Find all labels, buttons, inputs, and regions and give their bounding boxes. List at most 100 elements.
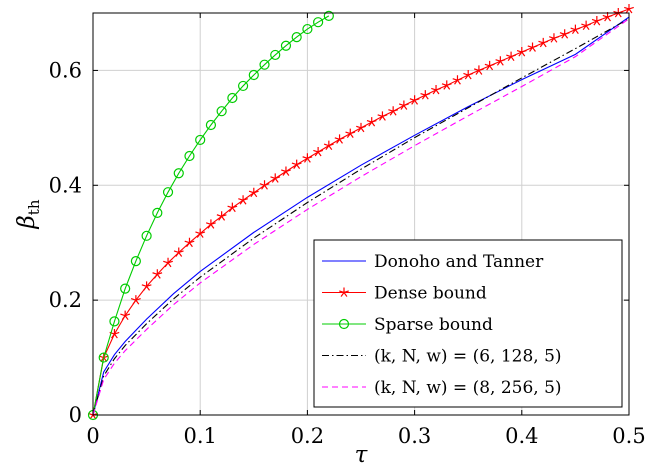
data-point xyxy=(570,24,581,35)
svg-text:βth: βth xyxy=(14,199,43,229)
data-point xyxy=(184,237,195,248)
series-line xyxy=(92,18,630,416)
series-layer xyxy=(87,3,634,421)
data-point xyxy=(366,117,377,127)
data-point xyxy=(581,20,592,31)
x-tick-label: 0 xyxy=(86,424,99,448)
data-point xyxy=(237,80,249,92)
data-point xyxy=(205,219,216,229)
series-4 xyxy=(92,18,630,416)
data-point xyxy=(323,140,334,151)
data-point xyxy=(302,23,313,35)
data-point xyxy=(227,92,238,104)
legend-marker xyxy=(339,287,349,297)
data-point xyxy=(334,134,345,144)
data-point xyxy=(452,75,463,85)
legend-label: (k, N, w) = (6, 128, 5) xyxy=(374,347,562,367)
data-point xyxy=(227,202,238,213)
data-point xyxy=(152,207,163,218)
data-point xyxy=(270,49,281,61)
legend-label: Donoho and Tanner xyxy=(374,252,544,272)
data-point xyxy=(270,173,281,183)
series-line xyxy=(92,16,630,416)
y-axis-title-subscript: th xyxy=(25,199,43,215)
data-point xyxy=(141,281,152,291)
data-point xyxy=(120,310,131,321)
legend-item: Dense bound xyxy=(322,284,487,304)
data-point xyxy=(602,12,613,22)
legend-item: Sparse bound xyxy=(322,315,493,335)
data-point xyxy=(473,65,484,75)
series-3 xyxy=(92,18,630,416)
data-point xyxy=(398,100,409,110)
data-point xyxy=(162,187,174,198)
data-point xyxy=(624,3,634,14)
legend-item: Donoho and Tanner xyxy=(322,252,544,272)
data-point xyxy=(591,16,602,26)
y-tick-label: 0.4 xyxy=(49,173,82,197)
data-point xyxy=(109,329,120,339)
data-point xyxy=(281,166,291,176)
legend: Donoho and Tanner Dense bound Sparse bound… xyxy=(313,239,623,408)
x-axis-title: τ xyxy=(355,442,369,468)
legend-label: Dense bound xyxy=(374,284,487,304)
data-point xyxy=(109,316,120,327)
series-line xyxy=(92,15,330,416)
x-tick-label: 0.2 xyxy=(291,424,324,448)
data-point xyxy=(313,146,324,157)
data-point xyxy=(259,59,270,70)
data-point xyxy=(216,106,227,117)
data-point xyxy=(195,228,206,238)
data-point xyxy=(409,95,420,105)
data-point xyxy=(345,128,356,139)
x-tick-label: 0.3 xyxy=(398,424,431,448)
data-point xyxy=(248,187,259,198)
data-point xyxy=(184,150,195,162)
data-point xyxy=(302,153,313,163)
data-point xyxy=(356,122,366,133)
legend-item: (k, N, w) = (8, 256, 5) xyxy=(322,378,562,398)
data-point xyxy=(463,70,474,80)
y-axis-title-symbol: β xyxy=(14,215,40,229)
data-point xyxy=(141,230,152,241)
tick-labels: 0 0.1 0.2 0.3 0.4 0.5 0 0.2 0.4 0.6 xyxy=(49,58,646,448)
data-point xyxy=(506,51,517,62)
x-tick-label: 0.1 xyxy=(183,424,216,448)
data-point xyxy=(195,134,206,146)
data-point xyxy=(130,295,141,305)
data-point xyxy=(291,159,302,170)
legend-marker xyxy=(338,318,350,330)
data-point xyxy=(323,10,334,21)
data-point xyxy=(313,17,324,28)
data-point xyxy=(259,180,270,190)
data-point xyxy=(173,247,184,257)
tick-marks xyxy=(92,13,630,416)
data-point xyxy=(130,255,141,267)
data-point xyxy=(431,84,441,95)
data-point xyxy=(248,69,259,81)
data-point xyxy=(484,60,495,71)
data-point xyxy=(420,90,431,100)
data-point xyxy=(238,195,249,205)
data-point xyxy=(388,106,399,116)
legend-item: (k, N, w) = (6, 128, 5) xyxy=(322,347,562,367)
legend-label: (k, N, w) = (8, 256, 5) xyxy=(374,378,562,398)
data-point xyxy=(291,32,302,43)
y-tick-label: 0.6 xyxy=(49,58,82,82)
data-point xyxy=(173,168,184,179)
y-axis-title: βth xyxy=(14,199,43,229)
data-point xyxy=(280,40,292,51)
y-tick-label: 0 xyxy=(69,403,82,427)
series-0 xyxy=(92,16,630,416)
data-point xyxy=(538,37,549,48)
data-point xyxy=(495,56,506,66)
plot-frame xyxy=(92,12,630,416)
data-point xyxy=(377,111,388,121)
legend-label: Sparse bound xyxy=(374,315,493,335)
data-point xyxy=(98,352,109,363)
x-tick-label: 0.5 xyxy=(612,424,645,448)
data-point xyxy=(120,283,131,294)
data-point xyxy=(216,211,227,221)
data-point xyxy=(559,29,570,39)
